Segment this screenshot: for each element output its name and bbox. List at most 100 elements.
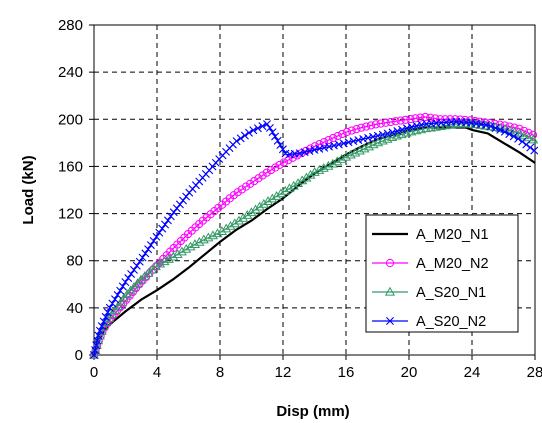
data-point-x (97, 322, 106, 331)
data-point-x (91, 346, 100, 355)
series-A_S20_N1 (88, 118, 539, 359)
data-point-x (110, 295, 119, 304)
data-point-triangle (185, 241, 196, 251)
data-point-x (258, 122, 267, 131)
x-tick-label: 4 (153, 364, 161, 381)
data-point-x (273, 136, 282, 145)
series-lines (88, 112, 539, 360)
data-point-x (378, 130, 387, 139)
data-point-triangle (254, 201, 265, 211)
data-point-x (101, 312, 110, 321)
data-point-x (141, 249, 150, 258)
data-point-circle (279, 158, 289, 167)
data-point-x (152, 232, 161, 241)
data-point-circle (416, 113, 425, 122)
data-point-x (92, 341, 101, 350)
data-point-x (325, 142, 334, 151)
data-point-x (383, 129, 392, 138)
data-point-x (315, 144, 324, 153)
data-point-x (359, 135, 368, 143)
data-point-triangle (250, 204, 261, 214)
data-point-triangle (318, 162, 329, 172)
data-point-triangle (198, 234, 209, 244)
data-point-circle (315, 140, 324, 149)
data-point-triangle (229, 218, 240, 228)
data-point-triangle (262, 196, 274, 205)
data-point-triangle (301, 172, 312, 182)
data-point-x (161, 220, 170, 229)
data-point-triangle (305, 169, 316, 179)
data-point-x (505, 130, 514, 139)
data-point-x (276, 141, 285, 150)
data-point-x (500, 127, 509, 136)
data-point-circle (333, 131, 342, 141)
data-point-circle (376, 119, 385, 128)
data-point-triangle (523, 132, 534, 142)
data-point-triangle (280, 185, 291, 195)
data-point-x (402, 124, 411, 133)
data-point-triangle (216, 226, 227, 235)
data-point-triangle (203, 232, 214, 242)
data-point-x (175, 200, 184, 209)
data-point-x (265, 123, 274, 132)
data-point-triangle (163, 254, 174, 263)
data-point-triangle (309, 167, 320, 176)
data-point-circle (250, 176, 259, 186)
data-point-triangle (275, 188, 286, 198)
x-tick-label: 20 (401, 364, 418, 381)
data-point-triangle (150, 261, 161, 271)
data-point-circle (362, 122, 371, 131)
legend-label: A_S20_N1 (416, 285, 486, 301)
data-point-x (138, 253, 147, 262)
data-point-triangle (159, 256, 170, 266)
data-point-x (518, 137, 527, 146)
data-point-x (320, 143, 329, 152)
data-point-x (179, 196, 188, 205)
data-point-circle (411, 114, 420, 123)
data-point-triangle (350, 147, 361, 157)
data-point-x (146, 241, 155, 250)
data-point-x (232, 137, 241, 146)
y-axis-title: Load (kN) (20, 155, 37, 224)
data-point-triangle (207, 230, 218, 240)
data-point-x (90, 351, 98, 359)
data-point-x (240, 131, 249, 140)
data-point-x (172, 204, 181, 213)
data-point-x (305, 147, 314, 156)
data-point-circle (233, 188, 242, 197)
data-point-circle (406, 114, 415, 124)
data-point-x (249, 126, 258, 135)
plot-area-frame (93, 24, 536, 356)
data-point-x (103, 308, 112, 317)
data-point-x (339, 139, 348, 148)
data-point-triangle (242, 210, 253, 219)
data-point-circle (338, 129, 347, 139)
data-point-circle (371, 120, 380, 129)
data-point-triangle (154, 258, 166, 268)
data-point-x (329, 141, 338, 150)
data-point-x (496, 125, 505, 134)
data-point-triangle (238, 212, 249, 222)
y-tick-label: 280 (58, 17, 83, 34)
data-point-x (163, 216, 172, 225)
data-point-x (373, 131, 382, 140)
data-point-triangle (181, 243, 192, 253)
data-point-triangle (172, 249, 183, 258)
data-point-circle (271, 163, 280, 172)
data-point-x (271, 132, 280, 141)
data-point-x (95, 326, 104, 335)
data-point-x (530, 146, 539, 155)
data-point-x (149, 236, 158, 245)
data-point-triangle (528, 134, 539, 144)
data-point-circle (357, 123, 366, 132)
data-point-x (263, 120, 272, 129)
y-tick-label: 40 (66, 300, 83, 317)
data-point-triangle (284, 183, 295, 193)
data-point-x (135, 257, 144, 266)
data-point-triangle (168, 251, 179, 261)
data-point-x (116, 286, 125, 295)
data-point-triangle (314, 164, 325, 174)
data-point-x (300, 148, 309, 157)
data-point-x (121, 278, 130, 287)
